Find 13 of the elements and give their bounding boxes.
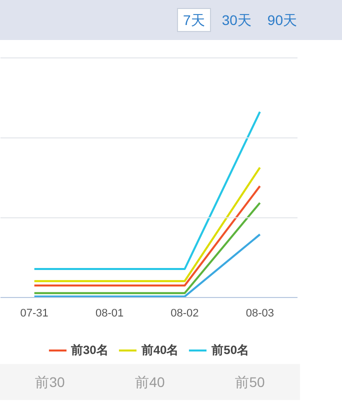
legend-label: 前50名: [212, 342, 250, 358]
legend-label: 前40名: [141, 342, 179, 358]
text: 90天: [266, 11, 298, 30]
text: 前30: [35, 373, 65, 392]
x-tick-label: 08-01: [95, 308, 124, 320]
text: 7天: [177, 8, 211, 32]
text: 30天: [220, 11, 252, 30]
x-tick-label: 08-03: [246, 308, 274, 320]
legend-label: 前30名: [70, 342, 108, 358]
text: 前50: [235, 373, 265, 392]
x-tick-label: 08-02: [170, 308, 199, 320]
text: 前40: [135, 373, 165, 392]
x-tick-label: 07-31: [20, 308, 48, 320]
